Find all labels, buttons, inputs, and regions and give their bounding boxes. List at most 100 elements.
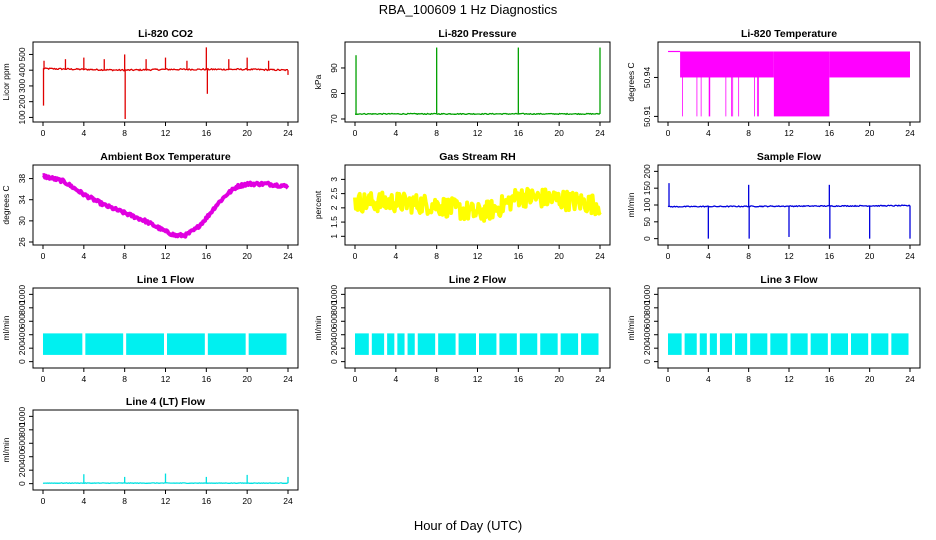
x-tick-label: 16 [825,251,835,261]
panel-title: Line 4 (LT) Flow [126,396,206,408]
x-tick-label: 24 [905,374,915,384]
x-tick-label: 24 [905,251,915,261]
y-tick-label: 200 [17,341,27,355]
flow-band-segment [355,333,369,355]
panel-6: Sample Flow ml/min 0 4 8 12 16 20 24 0 50 100 150 200 [626,151,921,261]
y-tick-label: 1 [329,234,339,239]
x-tick-label: 12 [473,128,483,138]
y-axis-label: degrees C [1,185,11,224]
x-tick-label: 12 [161,251,171,261]
panel-title: Gas Stream RH [439,151,515,163]
y-tick-label: 400 [17,63,27,77]
x-tick-label: 0 [353,128,358,138]
y-axis-label: kPa [313,74,323,89]
y-tick-label: 38 [17,174,27,184]
x-tick-label: 4 [393,251,398,261]
x-tick-label: 16 [825,128,835,138]
panel-frame [32,41,299,123]
y-tick-label: 26 [17,237,27,247]
panel-title: Ambient Box Temperature [100,151,231,163]
x-tick-label: 4 [393,374,398,384]
x-tick-label: 0 [41,251,46,261]
x-tick-label: 16 [514,374,524,384]
y-tick-label: 1000 [642,285,652,304]
x-tick-label: 12 [161,496,171,506]
x-tick-label: 16 [202,374,212,384]
y-axis-label: degrees C [626,62,636,101]
series-line [355,112,601,116]
y-tick-label: 600 [329,314,339,328]
y-tick-label: 200 [17,94,27,108]
y-tick-label: 400 [17,449,27,463]
y-axis-label: ml/min [626,192,636,217]
x-axis-caption: Hour of Day (UTC) [413,518,523,533]
panel-title: Li-820 Temperature [741,28,837,40]
x-tick-label: 0 [353,374,358,384]
y-tick-label: 50.91 [642,106,652,128]
x-tick-label: 8 [122,128,127,138]
x-tick-label: 4 [393,128,398,138]
x-tick-label: 4 [706,128,711,138]
x-tick-label: 8 [434,251,439,261]
y-tick-label: 0 [329,359,339,364]
y-tick-label: 50 [642,217,652,227]
flow-band-segment [735,333,748,355]
y-tick-label: 200 [17,463,27,477]
flow-band-segment [458,333,476,355]
flow-band-segment [519,333,538,355]
series-line [41,173,290,239]
y-tick-label: 500 [17,47,27,61]
y-tick-label: 800 [17,300,27,314]
y-tick-label: 2 [329,205,339,210]
x-tick-label: 12 [784,251,794,261]
y-tick-label: 2.5 [329,187,339,199]
y-tick-label: 400 [17,327,27,341]
y-tick-label: 100 [642,198,652,212]
flow-band-segment [871,333,889,355]
x-tick-label: 20 [242,251,252,261]
x-tick-label: 24 [283,496,293,506]
x-tick-label: 4 [81,496,86,506]
y-axis-label: ml/min [313,315,323,340]
panel-7: Line 1 Flow ml/min 0 4 8 12 16 20 24 0 20040060080… [1,274,299,384]
figure-title: RBA_100609 1 Hz Diagnostics [378,2,558,17]
x-tick-label: 16 [202,128,212,138]
panel-title: Li-820 CO2 [138,28,193,40]
flow-band-segment [719,333,733,355]
y-tick-label: 0 [642,359,652,364]
flow-band-segment [85,333,124,355]
x-tick-label: 8 [434,128,439,138]
x-tick-label: 16 [514,251,524,261]
flow-band-segment [479,333,497,355]
flow-band-segment [387,333,395,355]
temperature-fill [773,51,830,117]
x-tick-label: 0 [41,496,46,506]
y-tick-label: 800 [17,422,27,436]
flow-band-segment [371,333,385,355]
x-tick-label: 0 [41,374,46,384]
y-tick-label: 90 [329,63,339,73]
x-tick-label: 12 [473,374,483,384]
flow-band-segment [810,333,828,355]
flow-band-segment [43,333,83,355]
y-axis-label: ml/min [1,315,11,340]
x-tick-label: 8 [746,128,751,138]
flow-band-segment [438,333,456,355]
y-axis-label: ml/min [626,315,636,340]
y-tick-label: 3 [329,177,339,182]
x-tick-label: 20 [554,128,564,138]
x-tick-label: 20 [865,374,875,384]
x-tick-label: 4 [706,374,711,384]
y-tick-label: 600 [17,436,27,450]
y-tick-label: 400 [329,327,339,341]
flow-band-segment [709,333,717,355]
y-tick-label: 1.5 [329,216,339,228]
panel-3: Li-820 Temperature degrees C 0 4 8 12 16 20 24 50… [626,28,921,138]
x-tick-label: 8 [746,374,751,384]
y-tick-label: 70 [329,114,339,124]
y-axis-label: Licor ppm [1,63,11,100]
panel-frame [344,41,611,123]
panel-4: Ambient Box Temperature degrees C 0 4 8 12 16 2… [1,151,299,261]
y-tick-label: 200 [642,341,652,355]
